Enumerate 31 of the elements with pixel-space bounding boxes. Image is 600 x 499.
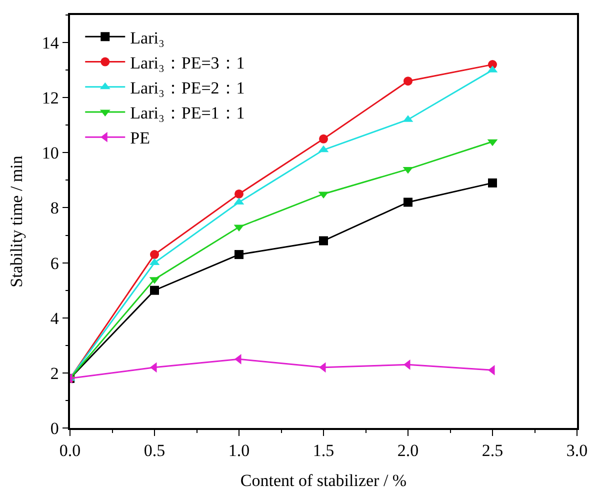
- point: [488, 178, 497, 188]
- y-tick-label: 14: [42, 33, 60, 52]
- x-tick-label: 1.5: [312, 441, 334, 460]
- x-tick-label: 2.5: [482, 441, 504, 460]
- y-tick-label: 4: [50, 308, 60, 328]
- point: [404, 76, 412, 86]
- y-tick-label: 2: [50, 364, 59, 383]
- y-tick-label: 10: [42, 144, 59, 163]
- y-axis-title: Stability time / min: [6, 155, 26, 288]
- x-tick-label: 2.0: [397, 441, 419, 460]
- point: [319, 134, 328, 144]
- legend-label: Lari₃：PE=2：1: [130, 78, 245, 98]
- x-axis-title: Content of stabilizer / %: [240, 471, 407, 490]
- legend-label: Lari₃：PE=1：1: [130, 104, 245, 123]
- x-tick-label: 0.0: [59, 441, 81, 460]
- point: [150, 250, 159, 260]
- x-tick-label: 0.5: [144, 441, 166, 460]
- point: [234, 250, 244, 260]
- x-tick-label: 1.0: [228, 441, 250, 460]
- legend-label: Lari₃：PE=3：1: [130, 53, 245, 72]
- y-tick-label: 0: [50, 418, 59, 438]
- point: [234, 189, 244, 198]
- point: [319, 236, 328, 246]
- x-tick-label: 3.0: [566, 441, 588, 460]
- y-tick-label: 12: [42, 88, 59, 108]
- point: [404, 198, 412, 207]
- legend-label: Lari₃: [130, 28, 164, 48]
- y-tick-label: 8: [50, 198, 59, 218]
- legend-label: PE: [130, 128, 150, 148]
- point: [150, 286, 159, 295]
- y-tick-label: 6: [50, 254, 59, 273]
